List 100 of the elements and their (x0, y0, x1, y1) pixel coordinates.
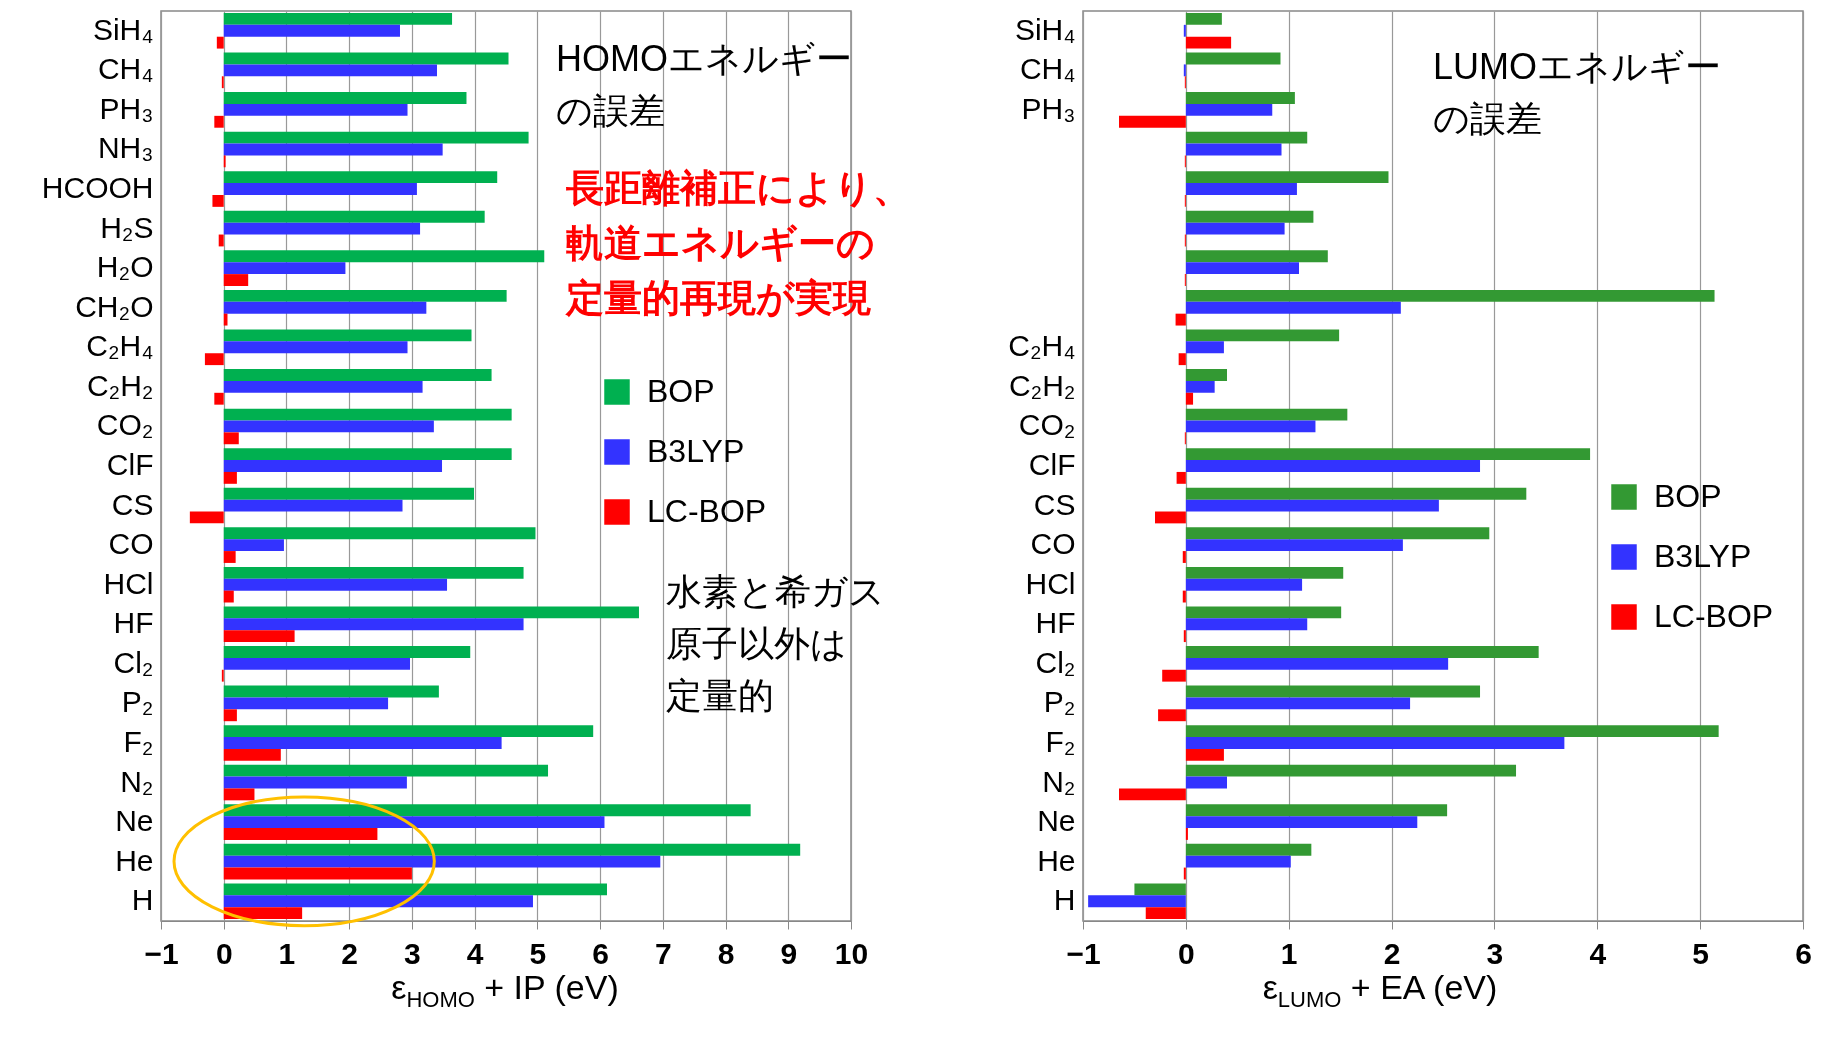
bar (223, 630, 295, 643)
bar (223, 274, 249, 286)
annotation: HOMOエネルギーの誤差 (556, 38, 852, 132)
x-tick-label: −1 (144, 936, 179, 970)
bar (1185, 855, 1291, 868)
y-tick-label: HCOOH (41, 171, 154, 205)
y-tick-label: CO₂ (96, 408, 154, 442)
bar (223, 618, 524, 631)
bar (223, 24, 400, 37)
bar (223, 867, 412, 880)
x-tick-label: 5 (529, 936, 547, 970)
x-tick-label: 6 (1795, 936, 1812, 970)
bar (1185, 448, 1591, 461)
bar (223, 657, 411, 670)
y-tick-label: H₂S (100, 210, 154, 244)
bar (1185, 289, 1715, 302)
bar (223, 380, 423, 393)
bar (223, 250, 545, 263)
bar (1185, 764, 1517, 777)
x-tick-label: 6 (592, 936, 609, 970)
y-tick-label: H (131, 883, 154, 917)
bar (1185, 103, 1273, 116)
bar (1119, 115, 1186, 128)
annotation: 水素と希ガス原子以外は定量的 (666, 571, 885, 717)
y-tick-label: ClF (106, 448, 154, 481)
bar (223, 764, 549, 777)
bar (223, 64, 437, 77)
y-tick-label: P₂ (121, 685, 154, 719)
bar (1185, 369, 1227, 381)
bar (223, 408, 512, 421)
bar (223, 471, 237, 484)
bar (223, 606, 639, 619)
bar (1158, 709, 1186, 722)
bar (1185, 329, 1340, 342)
bar (1185, 618, 1308, 631)
legend-label: BOP (1654, 478, 1722, 514)
legend-label: BOP (647, 373, 715, 409)
y-tick-label: HCl (1025, 566, 1076, 600)
bar (189, 511, 224, 524)
y-tick-label: F₂ (123, 724, 154, 758)
bar (223, 448, 512, 461)
y-tick-label: N₂ (1042, 764, 1076, 798)
bar (223, 183, 417, 195)
bar (214, 115, 224, 128)
y-tick-label: N₂ (120, 764, 154, 798)
y-tick-label: CS (111, 487, 154, 521)
bar (1185, 262, 1299, 275)
x-tick-label: 4 (1589, 936, 1607, 970)
bar (1185, 828, 1188, 840)
bar (1185, 657, 1449, 670)
x-tick-label: 2 (341, 936, 359, 970)
bar (223, 12, 453, 25)
y-tick-label: CO (1030, 527, 1076, 561)
bar (1119, 788, 1186, 801)
bar (216, 36, 224, 49)
bar (1155, 511, 1186, 524)
y-tick-label: Ne (115, 804, 154, 838)
bar (223, 210, 485, 223)
y-tick-label: H₂O (96, 250, 154, 284)
bar (1185, 527, 1490, 540)
bar (1185, 646, 1539, 658)
bar (223, 578, 448, 591)
y-tick-label: CS (1033, 487, 1076, 521)
y-tick-label: He (115, 843, 154, 877)
annotation: LUMOエネルギーの誤差 (1433, 46, 1722, 140)
bar (1162, 669, 1186, 682)
y-tick-label: CH₂O (75, 289, 154, 323)
x-tick-label: 5 (1692, 936, 1709, 970)
bar (223, 551, 236, 563)
bar (1185, 171, 1389, 184)
bar (1185, 301, 1401, 314)
bar (223, 143, 443, 156)
bar (223, 341, 408, 354)
y-tick-label: Cl₂ (113, 645, 154, 679)
x-tick-label: −1 (1066, 936, 1101, 970)
y-tick-label: CH₄ (1019, 52, 1076, 86)
bar (1185, 487, 1527, 500)
bar (1185, 250, 1328, 263)
bar (223, 685, 439, 698)
bar (223, 527, 536, 540)
y-tick-label: C₂H₄ (1008, 329, 1076, 363)
bar (1185, 606, 1342, 619)
legend-label: LC-BOP (1654, 598, 1774, 634)
bar (223, 816, 605, 829)
bar (204, 353, 224, 366)
x-tick-label: 1 (1280, 936, 1298, 970)
bar (223, 499, 403, 512)
bar (1185, 420, 1316, 433)
bar (1185, 408, 1348, 421)
bar (1178, 353, 1186, 366)
x-tick-label: 8 (717, 936, 735, 970)
legend-label: LC-BOP (647, 493, 767, 529)
bar (223, 329, 472, 342)
bar (223, 776, 407, 789)
y-tick-label: Cl₂ (1035, 645, 1076, 679)
bar (1088, 895, 1186, 908)
bar (1185, 92, 1295, 104)
bar (223, 907, 303, 920)
x-axis-title: ε$_{LUMO}$ + EA (eV) (1262, 968, 1498, 1013)
bar (223, 460, 443, 472)
